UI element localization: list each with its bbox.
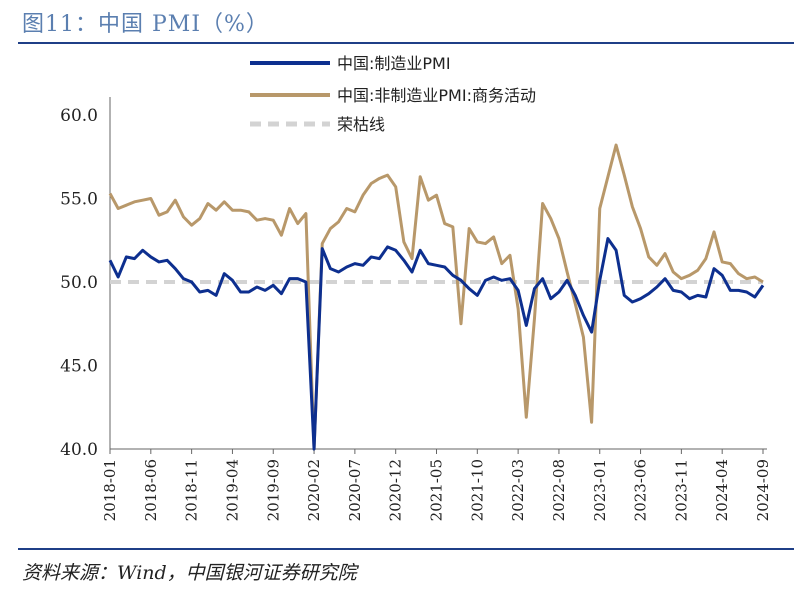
x-tick-label: 2022-08 [550,459,568,521]
legend-manufacturing-label: 中国:制造业PMI [337,54,451,73]
x-tick-label: 2023-01 [591,459,609,521]
y-tick-label: 55.0 [60,190,98,210]
y-tick-label: 40.0 [60,440,98,460]
x-tick-label: 2024-09 [754,459,772,521]
source-note: 资料来源：Wind，中国银河证券研究院 [22,562,357,584]
x-tick-label: 2018-01 [101,459,119,521]
title-rule [18,42,794,44]
legend-threshold-label: 荣枯线 [337,115,385,134]
chart-lines [108,143,765,451]
x-tick-label: 2020-02 [305,459,323,521]
x-tick-label: 2018-11 [183,459,201,521]
chart-ticks: 40.0 45.0 50.0 55.0 60.0 2018-01 2018-06 2018-1… [60,106,772,521]
manufacturing-pmi-line [108,237,765,451]
legend-services-label: 中国:非制造业PMI:商务活动 [337,86,536,105]
x-tick-label: 2022-03 [509,459,527,521]
y-tick-label: 60.0 [60,106,98,126]
y-tick-label: 45.0 [60,357,98,377]
x-tick-label: 2023-06 [632,459,650,521]
x-tick-label: 2021-10 [468,459,486,521]
figure-title: 图11：中国 PMI（%） [22,12,269,37]
x-tick-label: 2024-04 [713,459,731,521]
x-tick-label: 2023-11 [672,459,690,521]
x-tick-label: 2018-06 [142,459,160,521]
source-rule [18,548,794,550]
x-tick-label: 2020-07 [346,459,364,521]
y-tick-label: 50.0 [60,273,98,293]
services-pmi-line [108,143,764,451]
chart-axes [109,97,767,450]
x-tick-label: 2019-04 [223,459,241,521]
x-tick-label: 2021-05 [428,459,446,521]
x-tick-label: 2020-12 [387,459,405,521]
x-tick-label: 2019-09 [264,459,282,521]
